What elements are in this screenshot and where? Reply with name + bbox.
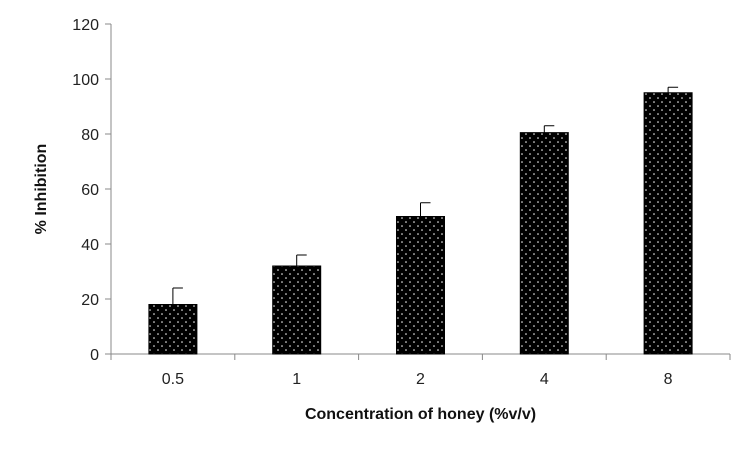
bar [396,216,445,355]
y-tick-label: 40 [81,237,99,254]
y-tick-label: 120 [72,17,99,34]
y-axis: 0 20 40 60 80 100 120 [72,17,112,364]
bar [643,92,693,355]
x-tick-label: 0.5 [162,371,184,388]
x-tick-label: 1 [292,371,301,388]
y-tick-label: 0 [90,347,99,364]
x-tick-label: 2 [416,371,425,388]
y-tick-label: 60 [81,182,99,199]
x-tick-label: 4 [540,371,549,388]
x-tick-label: 8 [664,371,673,388]
bar [519,132,569,355]
y-tick-label: 20 [81,292,99,309]
y-axis-title: % Inhibition [33,144,50,235]
bar [148,304,198,355]
y-tick-label: 80 [81,127,99,144]
x-axis-title: Concentration of honey (%v/v) [305,406,536,423]
bar [272,265,322,355]
x-axis: 0.5 1 2 4 8 [110,353,731,388]
error-bars [172,86,679,305]
bars [148,92,693,355]
y-tick-label: 100 [72,72,99,89]
